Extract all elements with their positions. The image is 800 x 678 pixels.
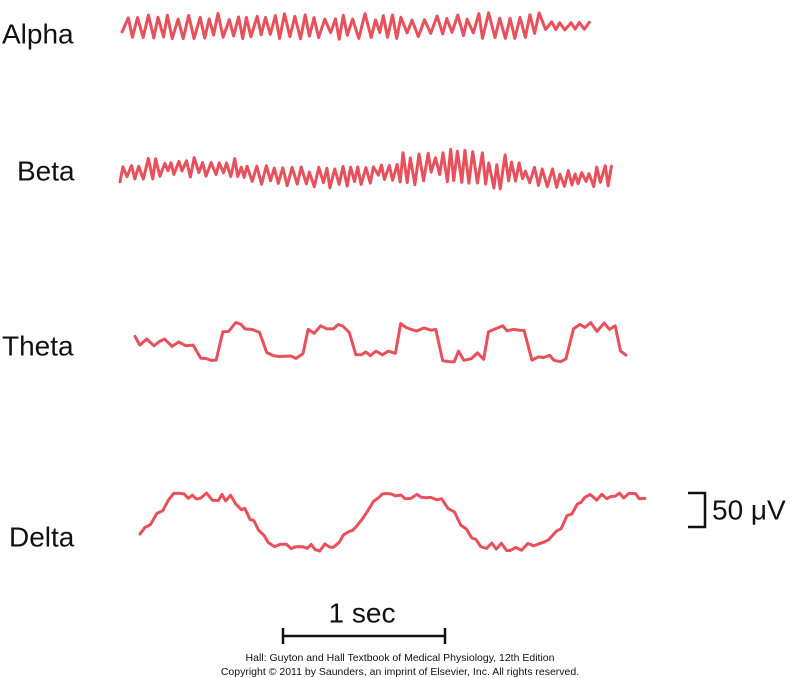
eeg-trace — [138, 491, 647, 553]
time-scale-label: 1 sec — [329, 597, 396, 628]
time-scale-bar — [281, 628, 447, 644]
voltage-scale-bar — [688, 491, 707, 529]
wave-label: Alpha — [2, 18, 74, 49]
wave-label: Delta — [9, 521, 75, 552]
wave-label: Beta — [17, 155, 75, 186]
eeg-trace — [133, 321, 628, 364]
wave-label: Theta — [2, 330, 74, 361]
voltage-scale-label: 50 μV — [712, 494, 786, 525]
eeg-trace — [120, 11, 591, 41]
credit-line: Hall: Guyton and Hall Textbook of Medica… — [246, 652, 555, 664]
eeg-trace — [118, 147, 613, 191]
credit-line: Copyright © 2011 by Saunders, an imprint… — [221, 666, 579, 678]
